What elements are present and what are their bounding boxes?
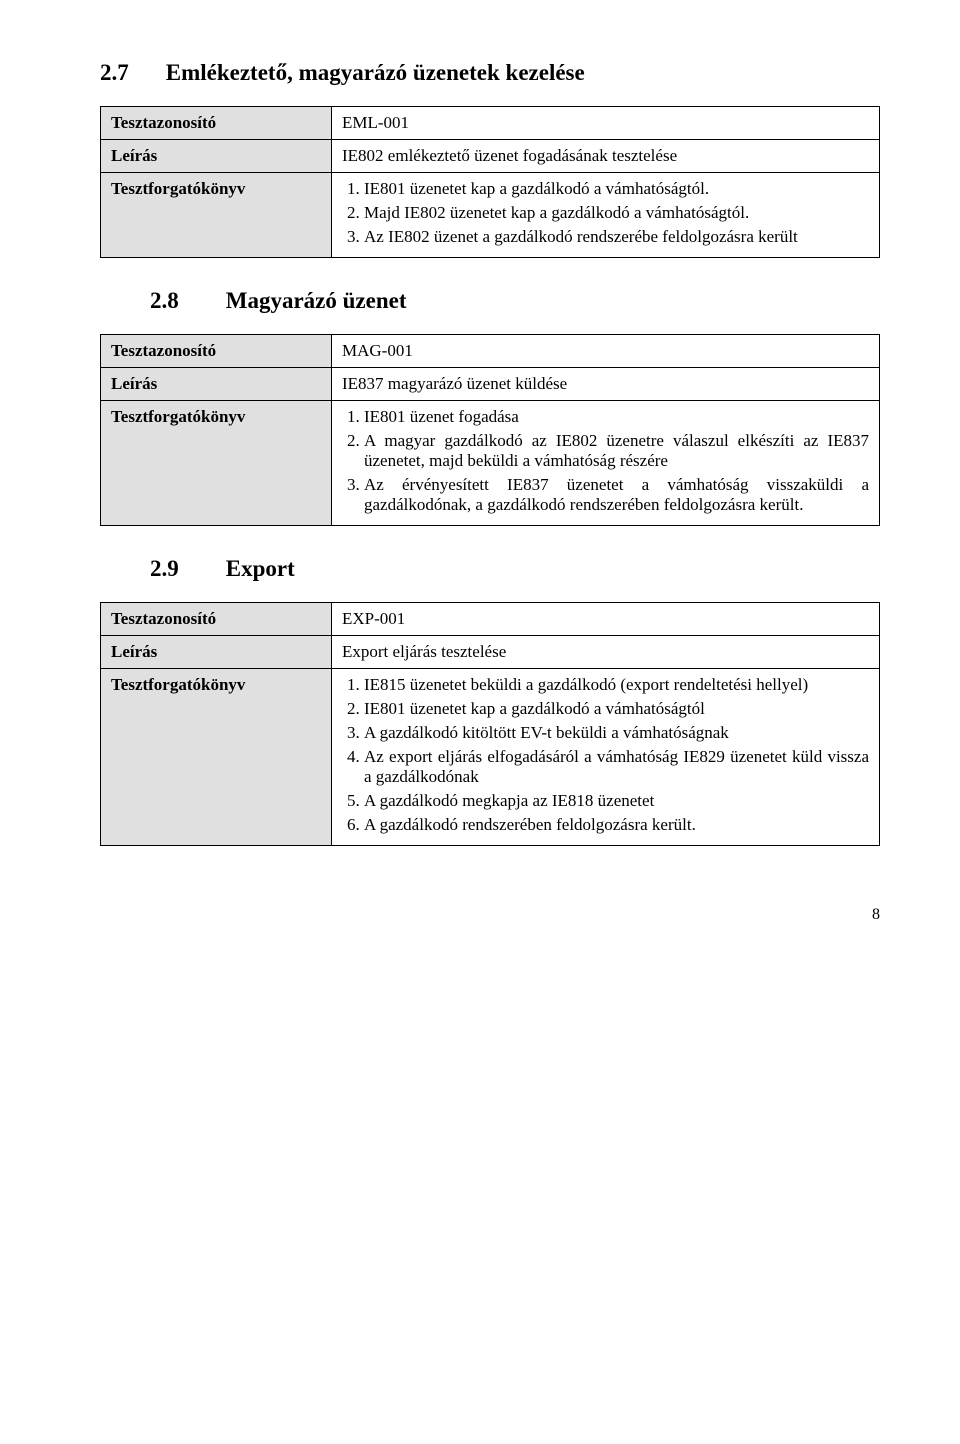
cell-value: IE801 üzenetet kap a gazdálkodó a vámhat…: [332, 173, 880, 258]
table-eml-001: Tesztazonosító EML-001 Leírás IE802 emlé…: [100, 106, 880, 258]
heading-2-7: 2.7 Emlékeztető, magyarázó üzenetek keze…: [100, 60, 880, 86]
step-item: Az IE802 üzenet a gazdálkodó rendszerébe…: [364, 227, 869, 247]
cell-label: Tesztforgatókönyv: [101, 173, 332, 258]
step-item: A gazdálkodó megkapja az IE818 üzenetet: [364, 791, 869, 811]
step-item: IE815 üzenetet beküldi a gazdálkodó (exp…: [364, 675, 869, 695]
step-item: A gazdálkodó kitöltött EV-t beküldi a vá…: [364, 723, 869, 743]
table-row: Tesztazonosító EML-001: [101, 107, 880, 140]
step-item: IE801 üzenet fogadása: [364, 407, 869, 427]
cell-value: IE837 magyarázó üzenet küldése: [332, 368, 880, 401]
table-row: Tesztazonosító MAG-001: [101, 335, 880, 368]
cell-label: Tesztazonosító: [101, 335, 332, 368]
steps-list: IE801 üzenetet kap a gazdálkodó a vámhat…: [342, 179, 869, 247]
cell-label: Leírás: [101, 368, 332, 401]
heading-2-9-title: Export: [226, 556, 295, 581]
table-row: Leírás IE837 magyarázó üzenet küldése: [101, 368, 880, 401]
heading-2-8: 2.8 Magyarázó üzenet: [150, 288, 880, 314]
table-mag-001: Tesztazonosító MAG-001 Leírás IE837 magy…: [100, 334, 880, 526]
table-row: Leírás IE802 emlékeztető üzenet fogadásá…: [101, 140, 880, 173]
step-item: Az érvényesített IE837 üzenetet a vámhat…: [364, 475, 869, 515]
table-row: Tesztforgatókönyv IE801 üzenetet kap a g…: [101, 173, 880, 258]
cell-value: EML-001: [332, 107, 880, 140]
cell-label: Tesztazonosító: [101, 107, 332, 140]
cell-label: Tesztforgatókönyv: [101, 401, 332, 526]
cell-value: MAG-001: [332, 335, 880, 368]
cell-value: EXP-001: [332, 603, 880, 636]
table-row: Tesztazonosító EXP-001: [101, 603, 880, 636]
cell-label: Leírás: [101, 636, 332, 669]
table-row: Leírás Export eljárás tesztelése: [101, 636, 880, 669]
step-item: Az export eljárás elfogadásáról a vámhat…: [364, 747, 869, 787]
cell-value: IE815 üzenetet beküldi a gazdálkodó (exp…: [332, 669, 880, 846]
cell-label: Tesztforgatókönyv: [101, 669, 332, 846]
cell-label: Tesztazonosító: [101, 603, 332, 636]
page-number: 8: [100, 906, 880, 924]
heading-2-7-title: Emlékeztető, magyarázó üzenetek kezelése: [166, 60, 585, 85]
table-row: Tesztforgatókönyv IE801 üzenet fogadása …: [101, 401, 880, 526]
step-item: Majd IE802 üzenetet kap a gazdálkodó a v…: [364, 203, 869, 223]
table-exp-001: Tesztazonosító EXP-001 Leírás Export elj…: [100, 602, 880, 846]
step-item: A gazdálkodó rendszerében feldolgozásra …: [364, 815, 869, 835]
cell-value: IE802 emlékeztető üzenet fogadásának tes…: [332, 140, 880, 173]
step-item: A magyar gazdálkodó az IE802 üzenetre vá…: [364, 431, 869, 471]
steps-list: IE815 üzenetet beküldi a gazdálkodó (exp…: [342, 675, 869, 835]
heading-2-9: 2.9 Export: [150, 556, 880, 582]
step-item: IE801 üzenetet kap a gazdálkodó a vámhat…: [364, 179, 869, 199]
cell-label: Leírás: [101, 140, 332, 173]
heading-2-9-num: 2.9: [150, 556, 220, 582]
step-item: IE801 üzenetet kap a gazdálkodó a vámhat…: [364, 699, 869, 719]
heading-2-8-num: 2.8: [150, 288, 220, 314]
cell-value: IE801 üzenet fogadása A magyar gazdálkod…: [332, 401, 880, 526]
cell-value: Export eljárás tesztelése: [332, 636, 880, 669]
heading-2-7-num: 2.7: [100, 60, 160, 86]
table-row: Tesztforgatókönyv IE815 üzenetet beküldi…: [101, 669, 880, 846]
heading-2-8-title: Magyarázó üzenet: [226, 288, 407, 313]
steps-list: IE801 üzenet fogadása A magyar gazdálkod…: [342, 407, 869, 515]
